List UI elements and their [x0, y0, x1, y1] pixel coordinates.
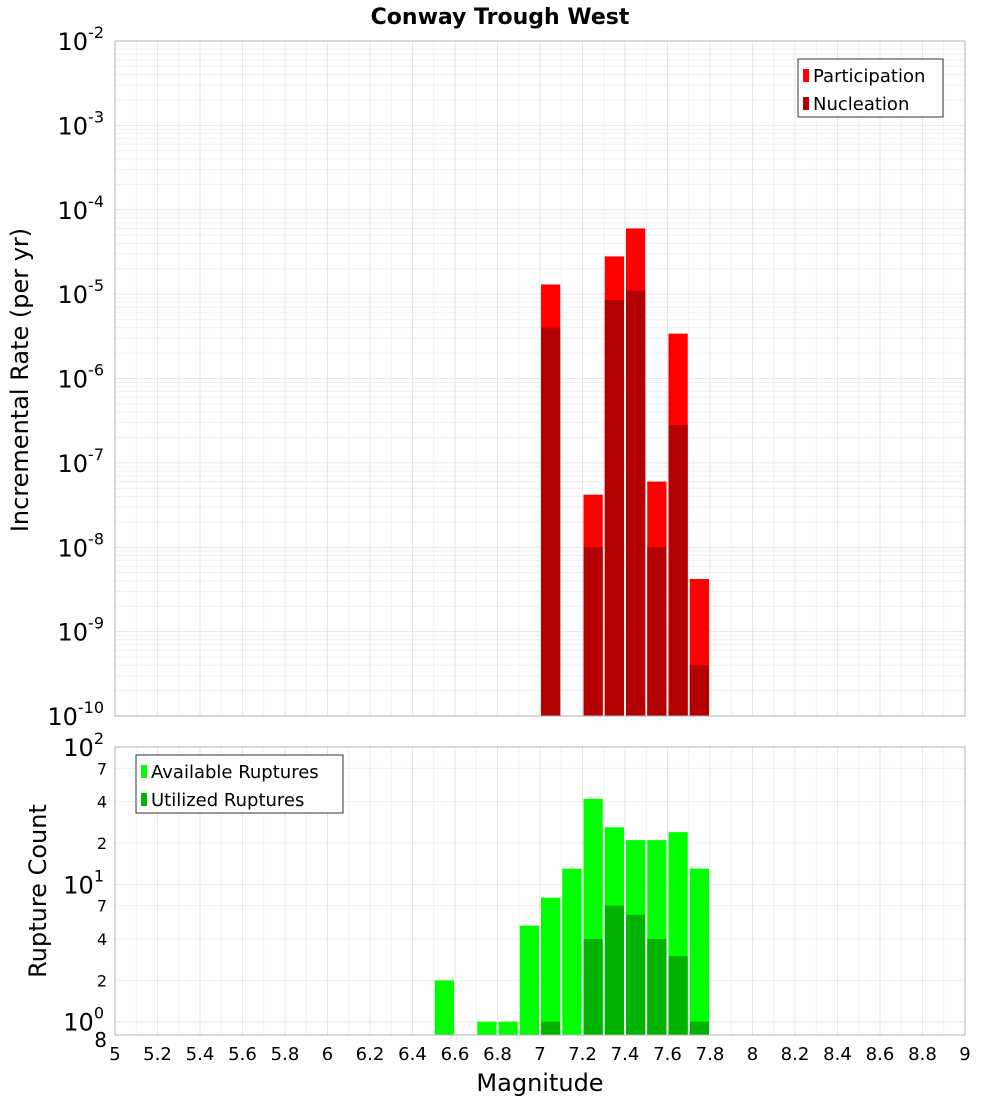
- y-tick-label: 10-5: [58, 276, 105, 309]
- x-tick-label: 8.2: [781, 1044, 810, 1065]
- x-tick-label: 5.6: [228, 1044, 257, 1065]
- legend-label: Available Ruptures: [151, 762, 319, 783]
- y-tick-label: 10-8: [58, 529, 105, 562]
- y-tick-label: 10-6: [58, 361, 105, 394]
- y-minor-tick-label: 4: [97, 793, 107, 812]
- bar-nucleation: [541, 327, 561, 716]
- bar-nucleation: [604, 300, 624, 716]
- bar-available: [434, 980, 454, 1035]
- y-tick-label: 10-4: [58, 192, 105, 225]
- y-minor-tick-label: 8: [94, 1028, 107, 1052]
- bar-utilized: [647, 939, 667, 1035]
- legend-label: Utilized Ruptures: [151, 790, 304, 811]
- y-minor-tick-label: 7: [97, 759, 107, 778]
- x-tick-label: 5.8: [271, 1044, 300, 1065]
- bar-nucleation: [626, 290, 646, 716]
- count-legend: [135, 754, 344, 814]
- x-tick-label: 8: [747, 1044, 758, 1065]
- bar-available: [477, 1021, 497, 1035]
- bar-available: [562, 868, 582, 1035]
- bar-available: [689, 868, 709, 1035]
- y-tick-label: 10-9: [58, 614, 105, 647]
- y-minor-tick-label: 7: [97, 897, 107, 916]
- y-tick-label: 10-2: [58, 23, 105, 56]
- bar-nucleation: [583, 547, 603, 716]
- y-tick-label: 10-7: [58, 445, 105, 478]
- x-tick-label: 7.2: [568, 1044, 597, 1065]
- bar-utilized: [626, 914, 646, 1035]
- legend-swatch: [141, 793, 147, 806]
- bar-utilized: [583, 939, 603, 1035]
- legend-label: Participation: [813, 66, 925, 87]
- x-tick-label: 7.4: [611, 1044, 640, 1065]
- bar-utilized: [541, 1021, 561, 1035]
- top-y-axis-label: Incremental Rate (per yr): [6, 228, 34, 532]
- count-plot-frame: [114, 746, 966, 1036]
- x-tick-label: 6.8: [483, 1044, 512, 1065]
- x-tick-label: 6: [322, 1044, 333, 1065]
- bar-utilized: [668, 956, 688, 1035]
- y-minor-tick-label: 2: [97, 834, 107, 853]
- x-tick-label: 7.6: [653, 1044, 682, 1065]
- y-minor-tick-label: 2: [97, 971, 107, 990]
- bar-available: [519, 925, 539, 1035]
- x-tick-label: 8.6: [866, 1044, 895, 1065]
- x-axis-label: Magnitude: [476, 1069, 603, 1097]
- legend-swatch: [803, 69, 809, 82]
- bar-available: [541, 897, 561, 1035]
- x-tick-label: 9: [959, 1044, 970, 1065]
- x-tick-label: 5: [109, 1044, 120, 1065]
- legend-swatch: [803, 97, 809, 110]
- y-tick-label: 10-10: [47, 698, 104, 731]
- bar-nucleation: [647, 547, 667, 716]
- x-tick-label: 8.4: [823, 1044, 852, 1065]
- x-tick-label: 8.8: [908, 1044, 937, 1065]
- x-tick-label: 7: [534, 1044, 545, 1065]
- legend-swatch: [141, 765, 147, 778]
- x-tick-label: 7.8: [696, 1044, 725, 1065]
- bar-nucleation: [668, 425, 688, 716]
- bar-available: [498, 1021, 518, 1035]
- x-tick-label: 5.4: [186, 1044, 215, 1065]
- legend-label: Nucleation: [813, 94, 909, 115]
- x-tick-label: 6.4: [398, 1044, 427, 1065]
- y-minor-tick-label: 4: [97, 930, 107, 949]
- x-tick-label: 5.2: [143, 1044, 172, 1065]
- chart-title: Conway Trough West: [371, 5, 630, 30]
- x-tick-label: 6.2: [356, 1044, 385, 1065]
- bottom-y-axis-label: Rupture Count: [24, 804, 52, 978]
- rate-legend: [797, 58, 944, 118]
- y-tick-label: 10-3: [58, 107, 105, 140]
- bar-utilized: [689, 1021, 709, 1035]
- y-tick-label: 101: [63, 866, 104, 899]
- rate-plot-frame: [114, 40, 966, 717]
- y-tick-label: 102: [63, 729, 104, 762]
- x-tick-label: 6.6: [441, 1044, 470, 1065]
- bar-nucleation: [689, 665, 709, 716]
- bar-utilized: [604, 905, 624, 1035]
- rate-panel: 10-10 10-9 10-8 10-7 10-6 10-5 10-4 10-3 10-2 Par…: [47, 23, 966, 731]
